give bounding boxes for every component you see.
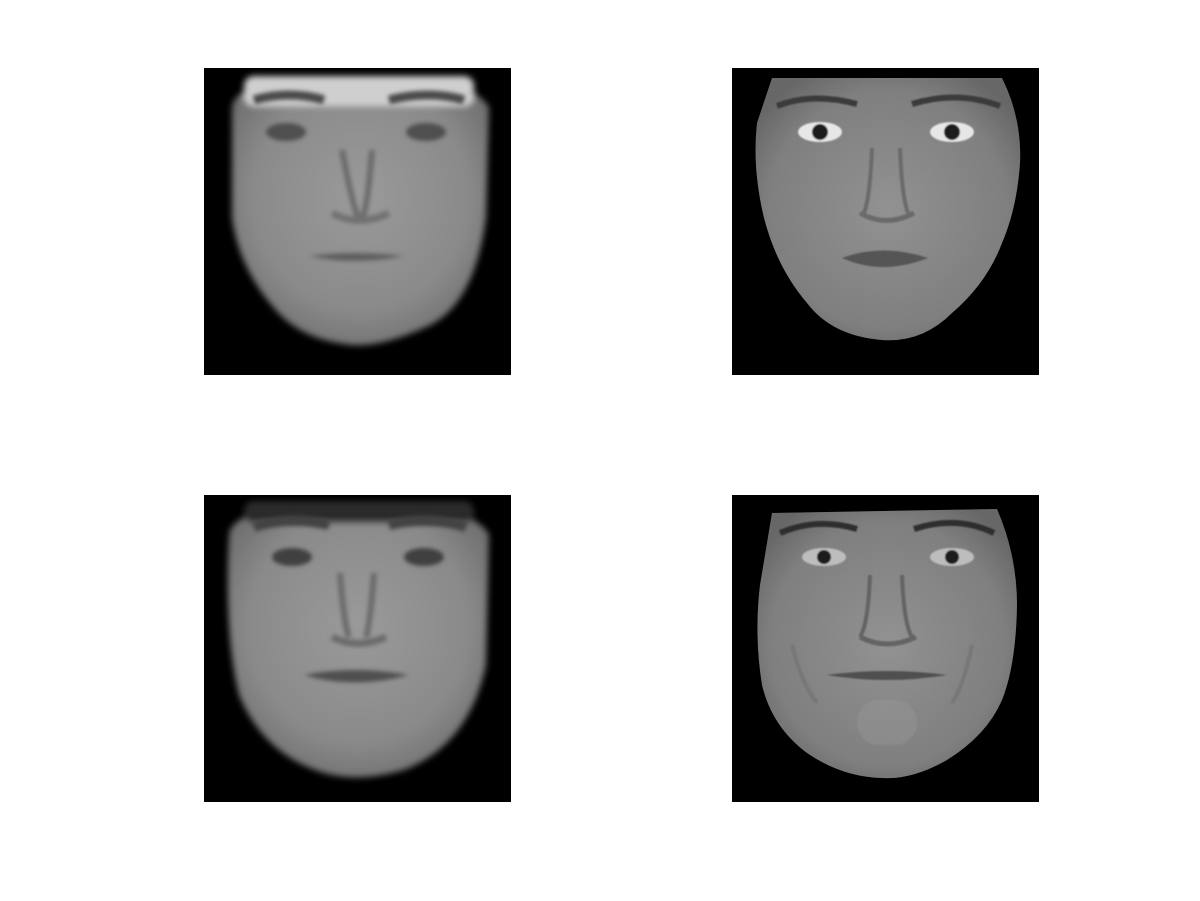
face-panel-bottom-right [732, 495, 1039, 802]
face-panel-top-left [204, 68, 511, 375]
face-image-blurred [232, 76, 489, 346]
face-image-blurred [227, 501, 489, 778]
face-panel-bottom-left [204, 495, 511, 802]
face-panel-top-right [732, 68, 1039, 375]
face-image-detailed [755, 78, 1021, 341]
face-image-detailed [757, 509, 1017, 779]
